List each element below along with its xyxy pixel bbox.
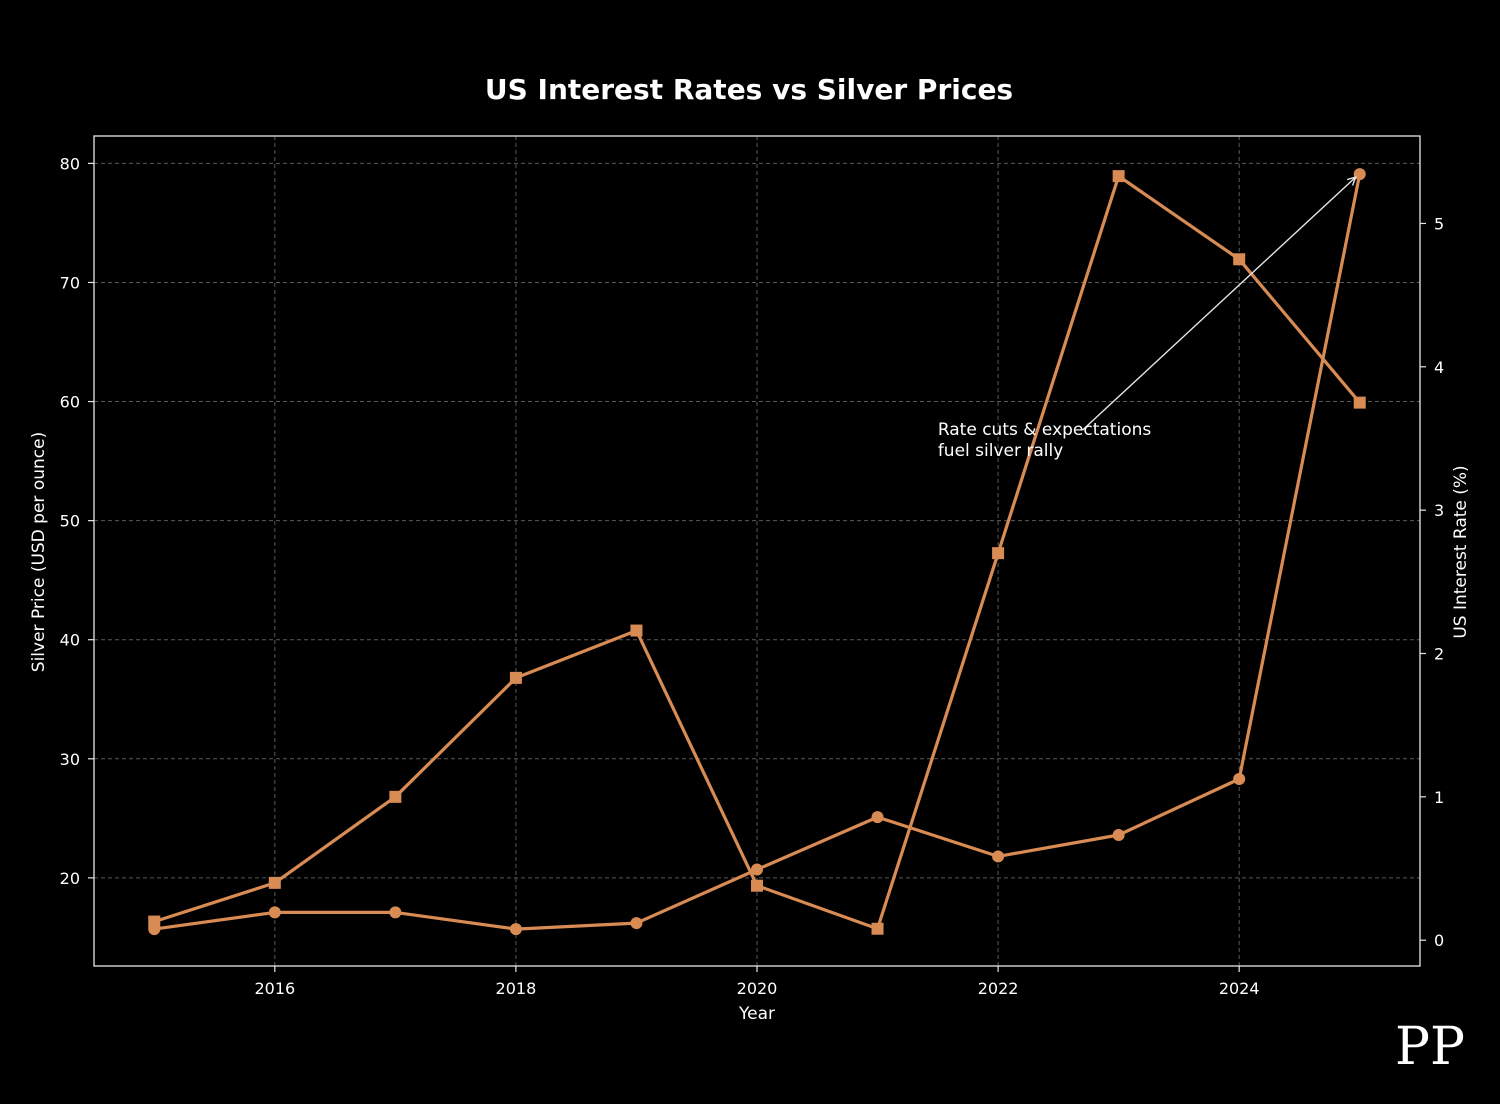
x-axis-label: Year bbox=[738, 1004, 775, 1024]
us-interest-rate-point bbox=[268, 876, 281, 889]
y-tick-label: 80 bbox=[60, 154, 80, 173]
us-interest-rate-point bbox=[509, 671, 522, 684]
y2-tick-label: 1 bbox=[1434, 788, 1444, 807]
annotation-line-2: fuel silver rally bbox=[938, 441, 1063, 461]
silver-price-point bbox=[751, 863, 763, 876]
x-tick-label: 2022 bbox=[978, 979, 1019, 998]
silver-price-point bbox=[992, 850, 1005, 863]
x-tick-label: 2018 bbox=[496, 979, 537, 998]
x-tick-label: 2024 bbox=[1219, 979, 1260, 998]
y2-tick-label: 3 bbox=[1434, 501, 1444, 520]
us-interest-rate-point bbox=[1112, 170, 1125, 183]
x-tick-label: 2016 bbox=[254, 979, 295, 998]
silver-price-point bbox=[389, 906, 402, 919]
chart-title: US Interest Rates vs Silver Prices bbox=[485, 73, 1013, 106]
silver-price-point bbox=[630, 917, 643, 930]
y2-tick-label: 4 bbox=[1434, 358, 1444, 377]
silver-price-point bbox=[268, 906, 281, 919]
y-tick-label: 40 bbox=[60, 631, 80, 650]
us-interest-rate-point bbox=[389, 790, 402, 803]
silver-price-point bbox=[1112, 829, 1125, 842]
y-tick-label: 60 bbox=[60, 393, 80, 412]
x-tick-label: 2020 bbox=[737, 979, 778, 998]
y-tick-label: 20 bbox=[60, 869, 80, 888]
y-tick-label: 30 bbox=[60, 750, 80, 769]
us-interest-rate-point bbox=[630, 624, 643, 637]
annotation-text: Rate cuts & expectations fuel silver ral… bbox=[938, 420, 1157, 461]
y-axis-label: Silver Price (USD per ounce) bbox=[29, 432, 49, 672]
y2-tick-label: 2 bbox=[1434, 644, 1444, 663]
logo-mark: PP bbox=[1395, 1017, 1465, 1077]
silver-price-point bbox=[1353, 168, 1366, 181]
silver-price-point bbox=[1233, 773, 1246, 786]
silver-price-point bbox=[509, 923, 522, 936]
silver-price-point bbox=[871, 811, 884, 824]
annotation: Rate cuts & expectations fuel silver ral… bbox=[938, 177, 1356, 461]
us-interest-rate-point bbox=[148, 915, 161, 928]
us-interest-rate-point bbox=[871, 922, 884, 935]
annotation-arrow bbox=[1081, 177, 1355, 431]
us-interest-rate-point bbox=[1353, 396, 1366, 409]
us-interest-rate-point bbox=[751, 879, 763, 892]
y2-tick-label: 5 bbox=[1434, 214, 1444, 233]
y-tick-label: 70 bbox=[60, 273, 80, 292]
y2-tick-label: 0 bbox=[1434, 931, 1444, 950]
us-interest-rate-point bbox=[992, 547, 1005, 560]
ticks: 2016 2018 2020 2022 2024 20 30 40 50 60 70 80 0 1 2 3 4 5 bbox=[60, 154, 1445, 998]
annotation-line-1: Rate cuts & expectations bbox=[938, 420, 1152, 440]
y-tick-label: 50 bbox=[60, 512, 80, 531]
us-interest-rate-point bbox=[1233, 253, 1246, 266]
y2-axis-label: US Interest Rate (%) bbox=[1451, 465, 1471, 638]
